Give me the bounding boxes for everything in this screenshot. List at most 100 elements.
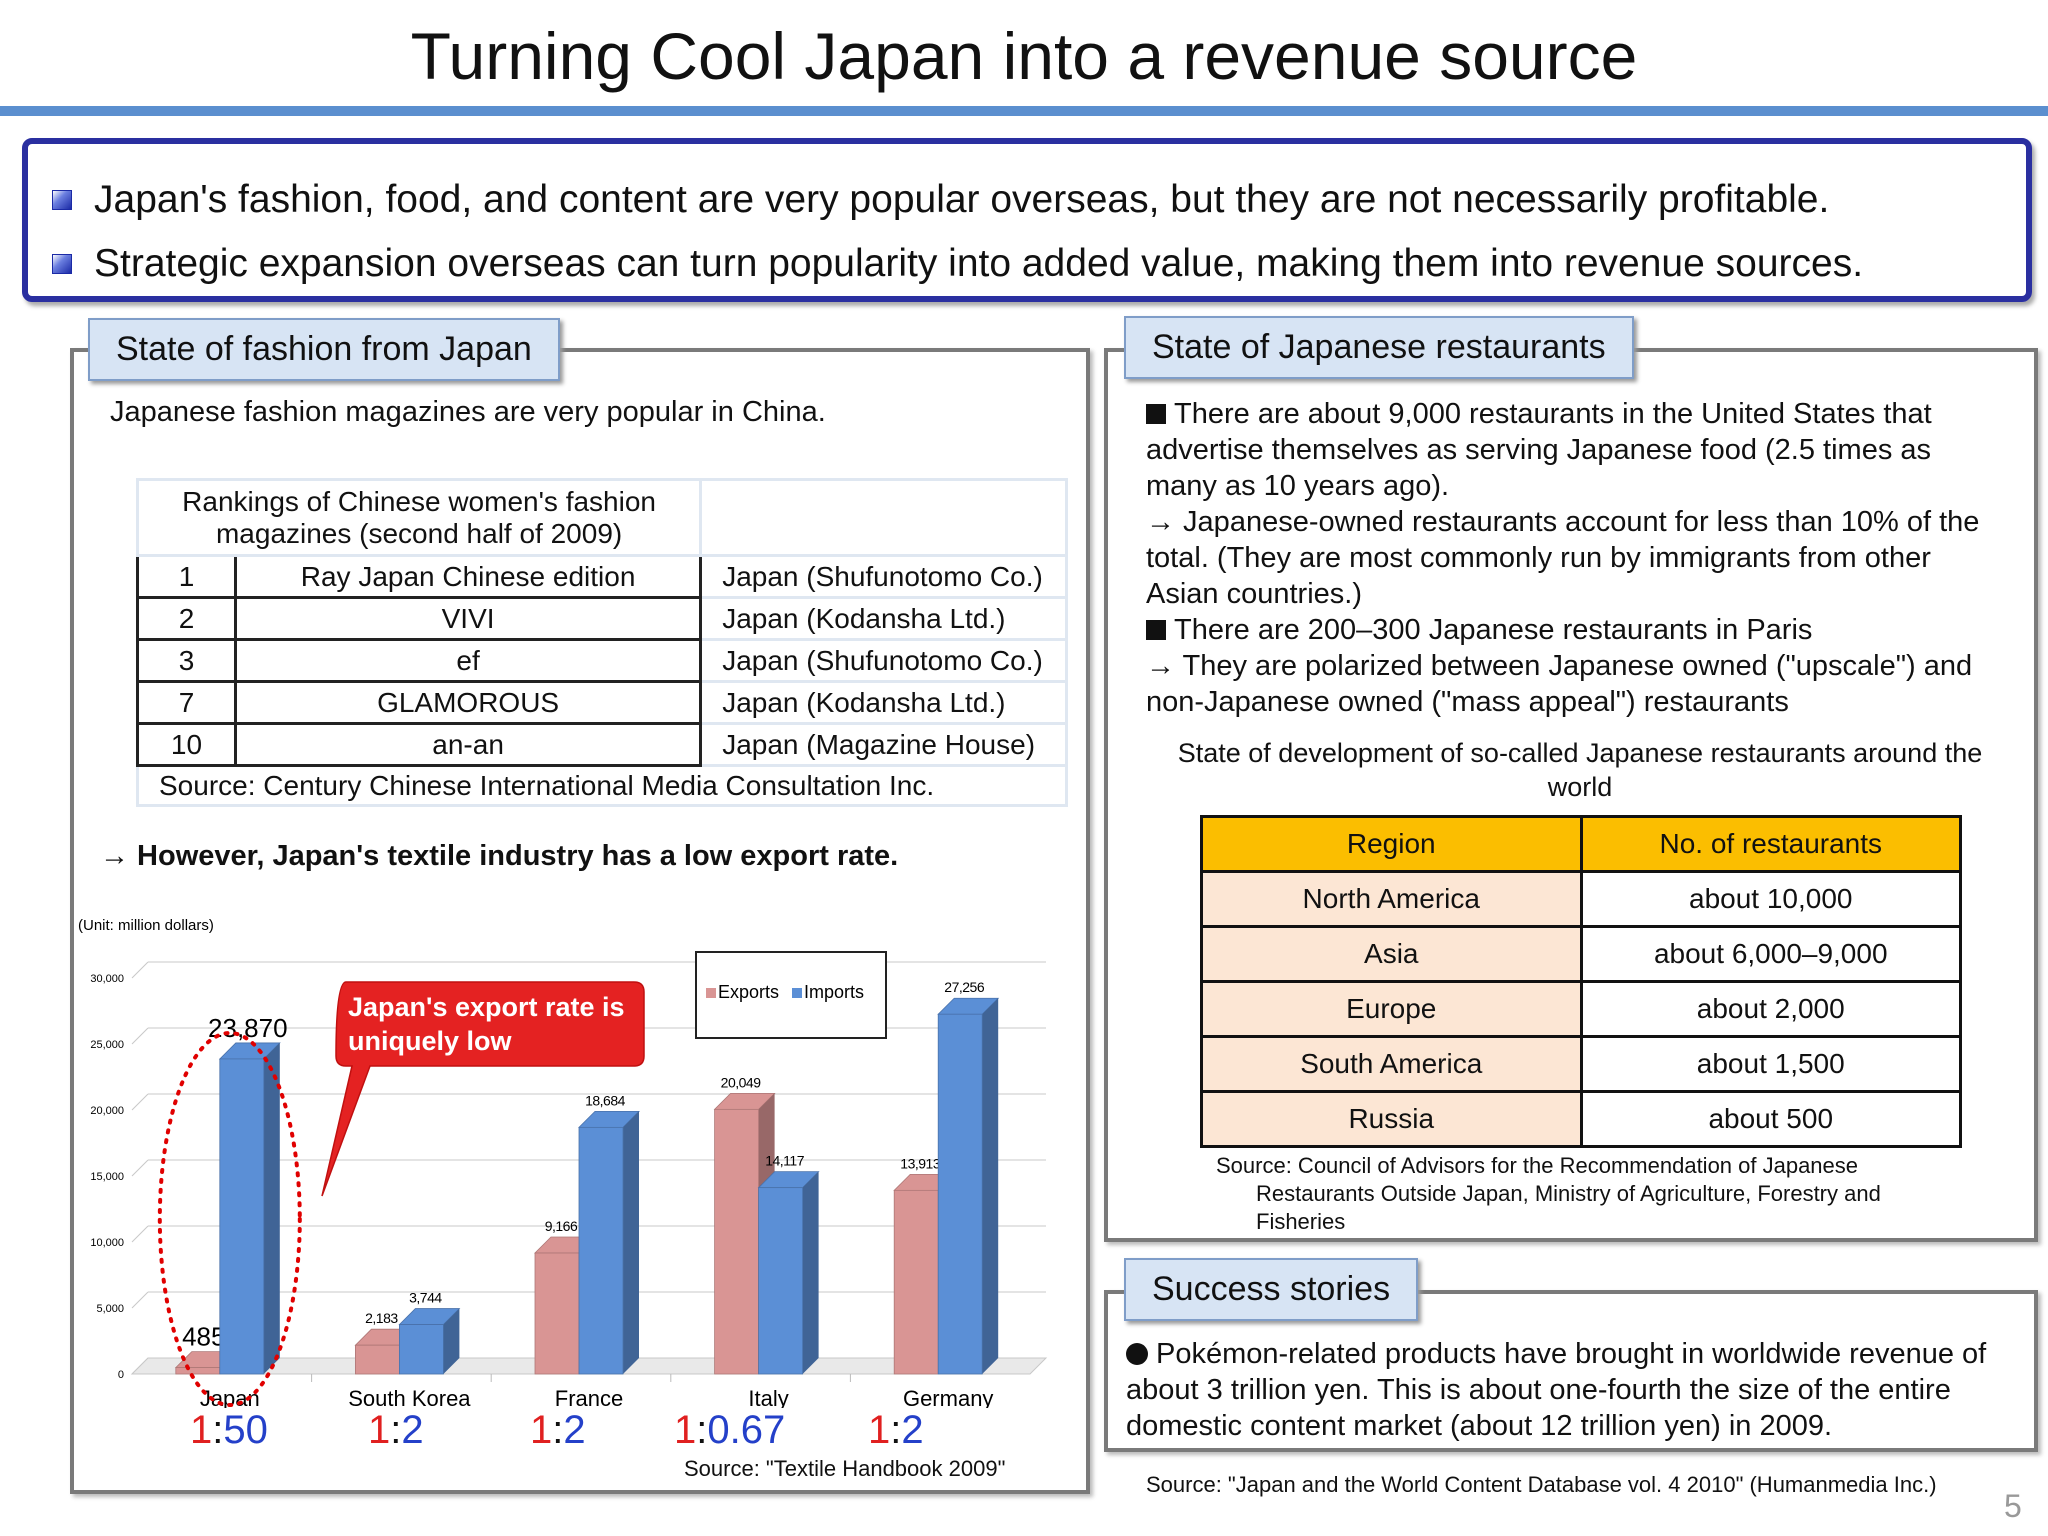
restaurants-paragraph: → Japanese-owned restaurants account for…	[1146, 506, 1980, 610]
magazine-cell: Ray Japan Chinese edition	[233, 554, 703, 599]
publisher-cell: Japan (Magazine House)	[699, 722, 1068, 767]
success-text: Pokémon-related products have brought in…	[1126, 1336, 2006, 1444]
region-cell: Russia	[1200, 1090, 1583, 1148]
bar-side-imports	[263, 1042, 280, 1374]
square-bullet-icon	[52, 254, 72, 274]
region-cell: South America	[1200, 1035, 1583, 1093]
ratio-right: 0.67	[707, 1408, 786, 1452]
bar-side-imports	[623, 1111, 639, 1374]
magazine-cell: VIVI	[233, 596, 703, 641]
ratio-right: 2	[401, 1408, 424, 1452]
restaurants-paragraph: There are 200–300 Japanese restaurants i…	[1146, 612, 1996, 648]
y-tick-label: 0	[118, 1369, 124, 1381]
gridline-side	[131, 961, 149, 979]
rank-cell: 2	[136, 596, 237, 641]
data-label: 13,913	[900, 1155, 941, 1171]
table-row: 3 ef Japan (Shufunotomo Co.)	[136, 638, 1068, 683]
table-row: North America about 10,000	[1200, 870, 1962, 928]
page-number: 5	[2004, 1488, 2022, 1524]
table-row: 10 an-an Japan (Magazine House)	[136, 722, 1068, 767]
data-label: 20,049	[721, 1074, 762, 1090]
source-line: Source: Council of Advisors for the Reco…	[1216, 1153, 1859, 1178]
slide-title: Turning Cool Japan into a revenue source	[410, 19, 1638, 93]
ratio-label: 1:50	[190, 1408, 268, 1452]
table-row: 1 Ray Japan Chinese edition Japan (Shufuno…	[136, 554, 1068, 599]
bar-imports	[578, 1126, 624, 1375]
gridline-side	[131, 1225, 149, 1243]
gridline-side	[131, 1291, 149, 1309]
table-row: South America about 1,500	[1200, 1035, 1962, 1093]
bar-exports	[354, 1344, 400, 1375]
summary-text: Strategic expansion overseas can turn po…	[94, 242, 1864, 285]
ratio-label: 1:2	[368, 1408, 424, 1452]
chart-legend	[695, 951, 887, 1039]
legend-label: Imports	[804, 982, 864, 1002]
data-label: 27,256	[944, 979, 985, 995]
summary-line: Strategic expansion overseas can turn po…	[52, 232, 2026, 296]
count-cell: about 6,000–9,000	[1579, 925, 1962, 983]
ratio-right: 2	[901, 1408, 924, 1452]
count-cell: about 10,000	[1579, 870, 1962, 928]
data-label: 14,117	[765, 1153, 804, 1169]
y-tick-label: 10,000	[90, 1237, 124, 1249]
table-header-row: Region No. of restaurants	[1200, 815, 1962, 873]
callout-shape	[321, 981, 645, 1197]
region-cell: Asia	[1200, 925, 1583, 983]
rank-cell: 7	[136, 680, 237, 725]
paragraph-text: There are 200–300 Japanese restaurants i…	[1174, 614, 1813, 646]
fashion-panel	[70, 348, 1090, 1494]
restaurants-table-caption: State of development of so-called Japane…	[1177, 738, 1983, 802]
column-header: No. of restaurants	[1579, 815, 1962, 873]
paragraph-text: There are about 9,000 restaurants in the…	[1146, 398, 1932, 502]
fashion-intro: Japanese fashion magazines are very popu…	[110, 396, 826, 428]
data-label: 9,166	[545, 1218, 578, 1234]
rank-cell: 1	[136, 554, 237, 599]
rank-cell: 10	[136, 722, 237, 767]
restaurants-text: There are about 9,000 restaurants in the…	[1146, 396, 1996, 720]
count-cell: about 1,500	[1579, 1035, 1962, 1093]
summary-text: Japan's fashion, food, and content are v…	[94, 178, 1830, 221]
y-tick-label: 25,000	[90, 1039, 124, 1051]
source-line: Restaurants Outside Japan, Ministry of A…	[1256, 1181, 1881, 1206]
bar-exports	[893, 1189, 939, 1375]
table-row: 7 GLAMOROUS Japan (Kodansha Ltd.)	[136, 680, 1068, 725]
table-source-row: Source: Century Chinese International Me…	[136, 764, 1068, 807]
y-tick-label: 15,000	[90, 1171, 124, 1183]
magazine-cell: GLAMOROUS	[233, 680, 703, 725]
ratio-left: 1	[674, 1408, 697, 1452]
ratio-right: 50	[223, 1408, 268, 1452]
legend-swatch	[706, 988, 716, 998]
ratio-label: 1:2	[868, 1408, 924, 1452]
square-bullet-icon	[52, 190, 72, 210]
ratio-label: 1:2	[530, 1408, 586, 1452]
restaurants-paragraph: There are about 9,000 restaurants in the…	[1146, 396, 1996, 504]
x-category-label: Germany	[903, 1386, 993, 1408]
table-header-empty	[699, 478, 1068, 557]
bar-imports	[758, 1187, 803, 1375]
count-cell: about 500	[1579, 1090, 1962, 1148]
publisher-cell: Japan (Kodansha Ltd.)	[699, 596, 1068, 641]
data-label: 485	[182, 1322, 225, 1352]
chart-unit-label: (Unit: million dollars)	[78, 917, 214, 934]
x-category-label: France	[555, 1386, 623, 1408]
square-bullet-icon	[1146, 404, 1166, 424]
x-category-label: South Korea	[348, 1386, 471, 1408]
circle-bullet-icon	[1126, 1343, 1148, 1365]
magazine-ranking-table: Rankings of Chinese women's fashion maga…	[135, 478, 1068, 807]
publisher-cell: Japan (Shufunotomo Co.)	[699, 554, 1068, 599]
callout-text: Japan's export rate is	[348, 992, 625, 1022]
gridline-side	[131, 1159, 149, 1177]
success-panel-tab: Success stories	[1124, 1258, 1419, 1321]
restaurants-panel-tab: State of Japanese restaurants	[1124, 316, 1634, 379]
x-category-label: Japan	[200, 1386, 260, 1408]
ratio-left: 1	[868, 1408, 891, 1452]
bar-imports	[219, 1058, 265, 1375]
magazine-cell: an-an	[233, 722, 703, 767]
bar-exports	[714, 1108, 759, 1375]
region-cell: Europe	[1200, 980, 1583, 1038]
success-body: Pokémon-related products have brought in…	[1126, 1338, 1987, 1442]
restaurants-table: Region No. of restaurants North America ab…	[1200, 815, 1962, 1148]
callout-text: uniquely low	[348, 1026, 513, 1056]
publisher-cell: Japan (Kodansha Ltd.)	[699, 680, 1068, 725]
textile-trade-chart: (Unit: million dollars) 0 5,000 10,000 15,00…	[78, 917, 1048, 1408]
